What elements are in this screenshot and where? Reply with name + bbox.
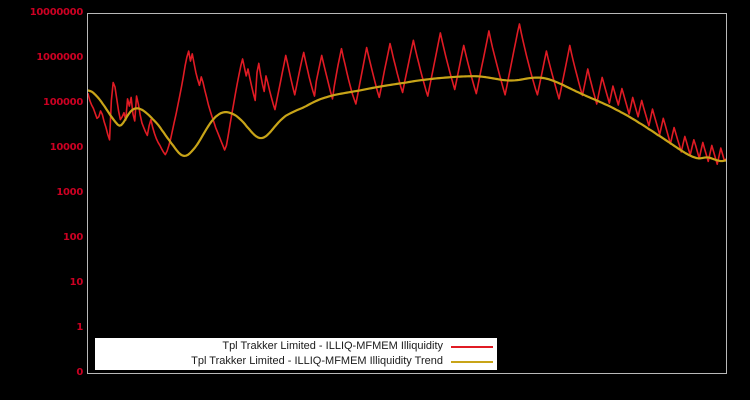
chart-legend: Tpl Trakker Limited - ILLIQ-MFMEM Illiqu… — [95, 338, 497, 370]
legend-color-swatch — [451, 356, 493, 367]
trend-line-series — [88, 75, 726, 163]
y-axis-tick-label: 1 — [76, 322, 83, 333]
y-axis-tick-label: 1000000 — [36, 52, 83, 63]
illiquidity-line-series — [88, 23, 726, 165]
y-axis-tick-label: 100 — [63, 232, 83, 243]
legend-item-label: Tpl Trakker Limited - ILLIQ-MFMEM Illiqu… — [191, 355, 443, 367]
y-axis-tick-label: 1000 — [56, 187, 83, 198]
legend-item: Tpl Trakker Limited - ILLIQ-MFMEM Illiqu… — [95, 354, 493, 369]
legend-color-swatch — [451, 341, 493, 352]
y-axis-tick-label: 100000 — [43, 97, 83, 108]
legend-item: Tpl Trakker Limited - ILLIQ-MFMEM Illiqu… — [95, 339, 493, 354]
y-axis-tick-label: 10 — [69, 277, 84, 288]
plot-area — [87, 13, 727, 374]
legend-item-label: Tpl Trakker Limited - ILLIQ-MFMEM Illiqu… — [222, 340, 443, 352]
y-axis-tick-label: 10000000 — [29, 7, 84, 18]
plot-series-svg — [88, 23, 726, 165]
y-axis-tick-label: 0 — [76, 367, 83, 378]
y-axis: 10000000 1000000 100000 10000 1000 100 10 1 0 — [0, 0, 84, 400]
y-axis-tick-label: 10000 — [49, 142, 84, 153]
